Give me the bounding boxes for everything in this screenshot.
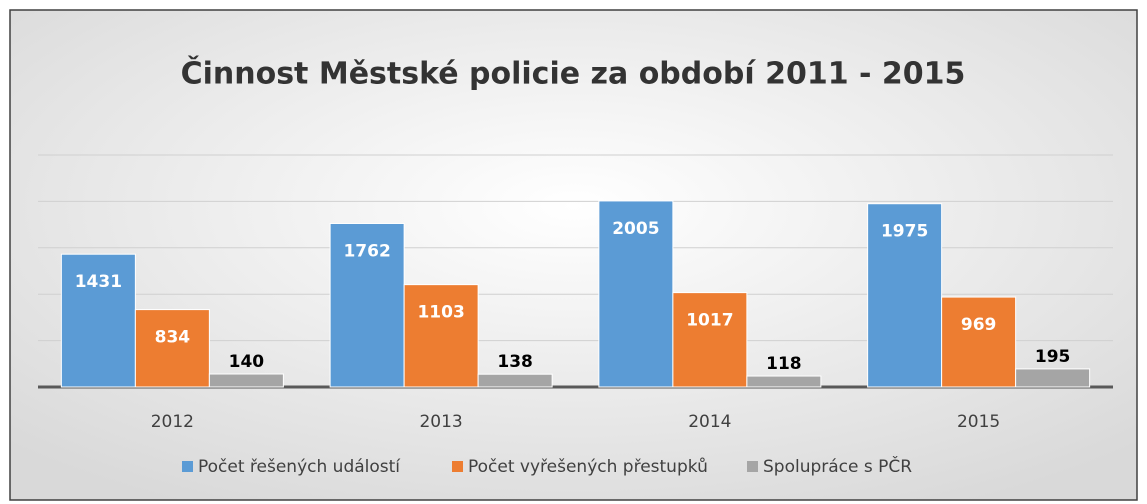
- value-label: 834: [155, 328, 191, 348]
- x-tick-label: 2012: [151, 412, 194, 432]
- legend-swatch: [182, 461, 193, 472]
- chart-frame: [9, 9, 1138, 501]
- bar: [134, 309, 210, 388]
- value-label: 2005: [612, 219, 659, 239]
- legend-label: Počet vyřešených přestupků: [468, 457, 708, 477]
- value-label: 140: [229, 352, 265, 372]
- x-tick-label: 2015: [957, 412, 1000, 432]
- value-label: 118: [766, 354, 802, 374]
- bar: [477, 373, 553, 388]
- x-tick-label: 2014: [688, 412, 731, 432]
- legend-label: Spolupráce s PČR: [763, 455, 912, 477]
- value-label: 1431: [75, 272, 122, 292]
- bar: [941, 296, 1017, 388]
- value-label: 1975: [881, 222, 928, 242]
- value-label: 969: [961, 315, 997, 335]
- legend-swatch: [452, 461, 463, 472]
- bar: [329, 222, 405, 388]
- value-label: 1103: [417, 303, 464, 323]
- chart-title: Činnost Městské policie za období 2011 -…: [181, 55, 966, 92]
- bar: [867, 203, 943, 388]
- bar: [1015, 368, 1091, 388]
- value-label: 1762: [343, 241, 390, 261]
- bar: [403, 284, 479, 388]
- bar: [746, 375, 822, 388]
- value-label: 1017: [686, 311, 733, 331]
- value-label: 195: [1035, 347, 1071, 367]
- bar: [672, 292, 748, 388]
- value-label: 138: [497, 352, 533, 372]
- legend-label: Počet řešených událostí: [198, 457, 401, 477]
- bar: [208, 373, 284, 388]
- x-tick-label: 2013: [419, 412, 462, 432]
- bar: [598, 200, 674, 388]
- legend-swatch: [747, 461, 758, 472]
